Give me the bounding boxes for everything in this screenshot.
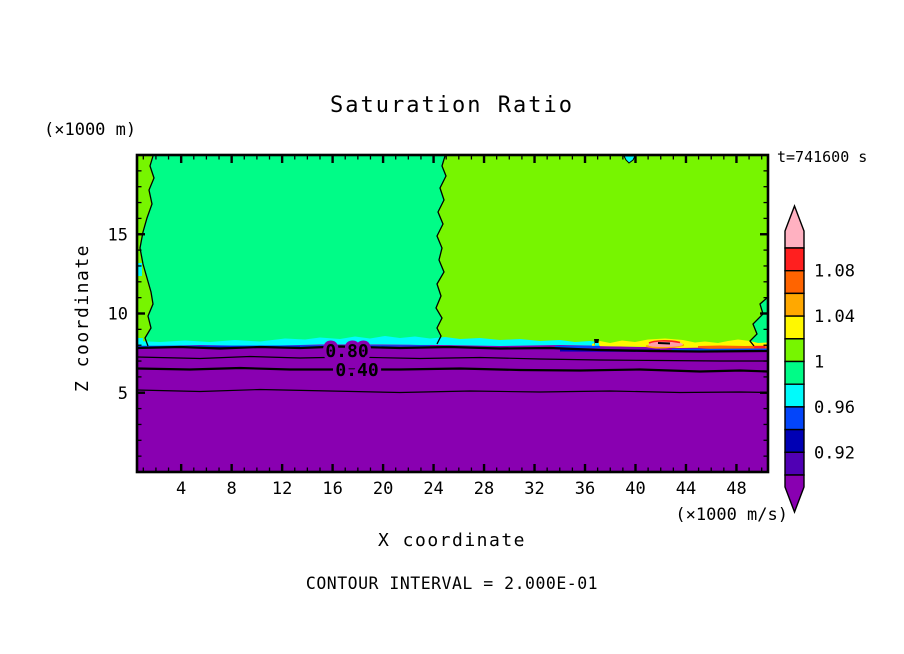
colorbar-segment bbox=[784, 406, 805, 431]
colorbar bbox=[784, 204, 805, 514]
colorbar-segment bbox=[784, 428, 805, 454]
colorbar-tick-label: 0.92 bbox=[814, 443, 855, 463]
x-tick-label: 28 bbox=[474, 479, 494, 499]
plot-field bbox=[136, 155, 768, 472]
contour-interval-note: CONTOUR INTERVAL = 2.000E-01 bbox=[306, 574, 598, 593]
contour-line-0.80 bbox=[136, 345, 769, 353]
x-tick-label: 12 bbox=[272, 479, 292, 499]
region-cyan-layer bbox=[137, 336, 612, 347]
contour-line-0.40 bbox=[136, 366, 769, 373]
time-annotation: t=741600 s bbox=[777, 148, 867, 166]
colorbar-arrow-below-min bbox=[784, 474, 805, 514]
region-red-streak bbox=[754, 346, 765, 349]
colorbar-segment bbox=[784, 270, 805, 295]
x-axis-unit-label: (×1000 m/s) bbox=[675, 505, 788, 525]
x-tick-label: 48 bbox=[726, 479, 746, 499]
colorbar-tick-label: 0.96 bbox=[814, 398, 855, 418]
region-orangered-streak bbox=[698, 345, 768, 350]
colorbar-tick-label: 1.08 bbox=[814, 262, 855, 282]
region-red-rim bbox=[648, 340, 681, 344]
y-tick-label: 10 bbox=[108, 305, 128, 325]
region-chartreuse-right bbox=[436, 155, 768, 346]
contour-line-0.60 bbox=[136, 355, 768, 362]
colorbar-segment bbox=[784, 360, 805, 385]
x-axis-tick-labels: 4 8 12 16 20 24 28 32 36 40 44 48 bbox=[176, 479, 747, 499]
x-tick-label: 32 bbox=[524, 479, 544, 499]
region-blue-patch-2 bbox=[555, 345, 600, 349]
region-cyan-speck-left-1 bbox=[137, 263, 142, 276]
x-tick-label: 20 bbox=[373, 479, 393, 499]
contour-line-1.00-vertical bbox=[435, 155, 447, 345]
region-cyan-speck-mid bbox=[595, 343, 599, 346]
colorbar-segment bbox=[784, 247, 805, 272]
x-tick-label: 24 bbox=[423, 479, 443, 499]
contour-line-1.00-right-wedge bbox=[749, 296, 769, 347]
colorbar-segment bbox=[784, 338, 805, 363]
y-axis-title: Z coordinate bbox=[72, 244, 93, 392]
contour-line-0.20 bbox=[136, 388, 769, 394]
y-tick-label: 5 bbox=[118, 384, 128, 404]
contour-line-1.00-left-strip bbox=[139, 155, 155, 347]
y-tick-label: 15 bbox=[108, 225, 128, 245]
colorbar-segment bbox=[784, 315, 805, 340]
y-axis-unit-label: (×1000 m) bbox=[44, 120, 136, 140]
colorbar-arrow-above-max bbox=[784, 204, 805, 249]
colorbar-segment bbox=[784, 451, 805, 476]
x-tick-label: 8 bbox=[227, 479, 237, 499]
x-tick-label: 36 bbox=[575, 479, 595, 499]
y-axis-tick-labels: 5 10 15 bbox=[108, 225, 128, 404]
x-tick-label: 40 bbox=[625, 479, 645, 499]
contour-lines bbox=[136, 155, 769, 394]
plot-frame bbox=[135, 153, 770, 474]
contour-label-0.80: 0.80 bbox=[325, 341, 368, 362]
region-purple-bottom bbox=[137, 343, 768, 472]
x-tick-label: 44 bbox=[676, 479, 696, 499]
colorbar-tick-label: 1 bbox=[814, 353, 824, 373]
colorbar-labels: 1.08 1.04 1 0.96 0.92 bbox=[814, 262, 855, 464]
contour-label-0.40: 0.40 bbox=[335, 360, 378, 381]
colorbar-segment bbox=[784, 292, 805, 317]
region-springgreen-wedge bbox=[750, 296, 768, 346]
colorbar-tick-label: 1.04 bbox=[814, 307, 855, 327]
x-axis-title: X coordinate bbox=[378, 530, 526, 551]
colorbar-segment bbox=[784, 383, 805, 408]
x-tick-label: 4 bbox=[176, 479, 186, 499]
contour-speck-pocket bbox=[657, 342, 671, 345]
x-tick-label: 16 bbox=[322, 479, 342, 499]
chart-title: Saturation Ratio bbox=[330, 93, 574, 118]
